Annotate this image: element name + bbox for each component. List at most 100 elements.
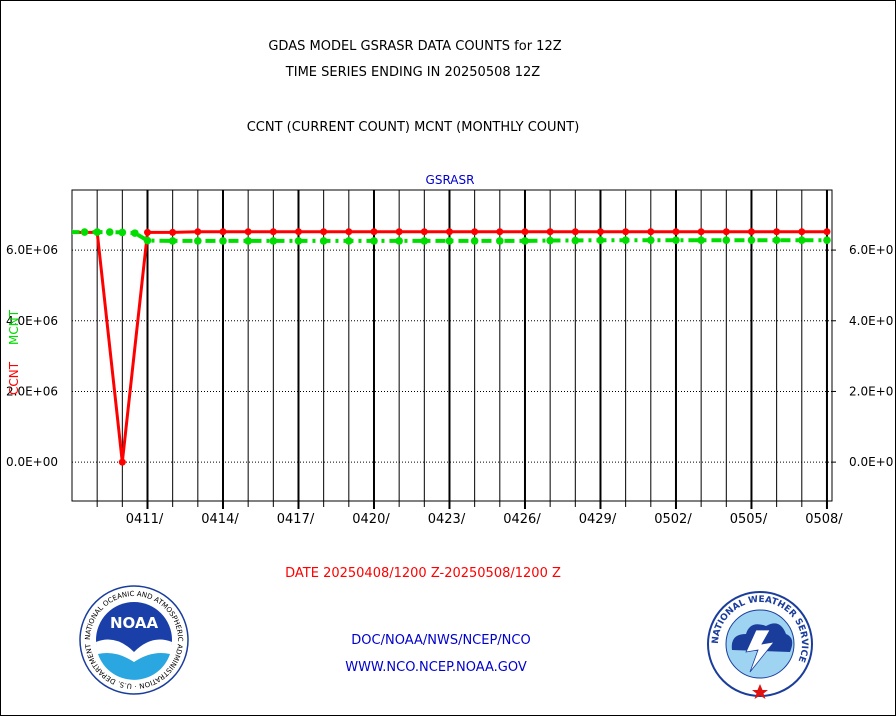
mcnt-point bbox=[370, 237, 378, 245]
ccnt-point bbox=[219, 228, 227, 236]
ccnt-point bbox=[722, 228, 730, 236]
ccnt-point bbox=[420, 228, 428, 236]
mcnt-point bbox=[546, 236, 554, 245]
x-tick-label: 0414/ bbox=[201, 512, 239, 527]
mcnt-point bbox=[445, 237, 454, 245]
mcnt-point bbox=[244, 237, 252, 245]
date-range-label: DATE 20250408/1200 Z-20250508/1200 Z bbox=[285, 566, 561, 581]
ccnt-point bbox=[370, 228, 378, 236]
y-tick-label-left: 0.0E+00 bbox=[6, 455, 58, 469]
noaa-logo-sea bbox=[98, 653, 170, 680]
ccnt-point bbox=[672, 228, 680, 236]
mcnt-point bbox=[143, 236, 152, 245]
mcnt-point bbox=[596, 236, 605, 244]
y-axis-label-mcnt: MCNT bbox=[7, 309, 21, 345]
noaa-logo: NATIONAL OCEANIC AND ATMOSPHERIC ADMINIS… bbox=[79, 585, 189, 695]
chart-subtitle: CCNT (CURRENT COUNT) MCNT (MONTHLY COUNT… bbox=[246, 120, 580, 135]
x-tick-label: 0502/ bbox=[654, 512, 692, 527]
mcnt-point bbox=[621, 236, 630, 244]
x-tick-label: 0423/ bbox=[428, 512, 466, 527]
mcnt-point bbox=[823, 236, 831, 244]
y-axis-label-group: CCNT MCNT bbox=[7, 309, 21, 395]
ccnt-point bbox=[395, 228, 403, 236]
mcnt-point bbox=[194, 237, 202, 245]
mcnt-point bbox=[470, 237, 479, 245]
x-tick-label: 0411/ bbox=[126, 512, 164, 527]
ccnt-point bbox=[143, 228, 151, 236]
ccnt-point bbox=[546, 228, 554, 236]
ccnt-point bbox=[571, 228, 579, 236]
x-tick-label: 0508/ bbox=[805, 512, 843, 527]
title-line1: GDAS MODEL GSRASR DATA COUNTS for 12Z bbox=[268, 39, 562, 54]
y-tick-label-right: 0.0E+0 bbox=[849, 455, 893, 469]
ccnt-point bbox=[622, 228, 630, 236]
ccnt-point bbox=[647, 228, 655, 236]
mcnt-point bbox=[345, 237, 353, 245]
y-tick-label-right: 2.0E+0 bbox=[849, 384, 893, 398]
ccnt-point bbox=[345, 228, 353, 236]
ccnt-point bbox=[445, 228, 453, 236]
ccnt-point bbox=[471, 228, 479, 236]
y-tick-label-left: 4.0E+06 bbox=[6, 314, 58, 328]
org-url-label: WWW.NCO.NCEP.NOAA.GOV bbox=[345, 660, 527, 675]
mcnt-point bbox=[798, 236, 806, 244]
ccnt-point bbox=[823, 228, 831, 236]
mcnt-point bbox=[294, 237, 303, 245]
x-tick-label: 0505/ bbox=[730, 512, 768, 527]
ccnt-point bbox=[294, 228, 302, 236]
nws-logo-star bbox=[752, 684, 768, 699]
ccnt-point bbox=[169, 228, 177, 236]
mcnt-point bbox=[697, 236, 705, 244]
ccnt-point bbox=[320, 228, 328, 236]
org-path-label: DOC/NOAA/NWS/NCEP/NCO bbox=[351, 633, 531, 648]
ccnt-point bbox=[244, 228, 252, 236]
y-tick-label-right: 6.0E+0 bbox=[849, 243, 893, 257]
mcnt-point bbox=[319, 237, 328, 245]
mcnt-point bbox=[118, 228, 127, 237]
noaa-logo-wordmark: NOAA bbox=[110, 614, 159, 632]
title-line2: TIME SERIES ENDING IN 20250508 12Z bbox=[285, 65, 541, 80]
y-tick-label-left: 6.0E+06 bbox=[6, 243, 58, 257]
mcnt-point bbox=[496, 237, 504, 245]
mcnt-point bbox=[647, 236, 655, 244]
ccnt-point bbox=[747, 228, 755, 236]
mcnt-point bbox=[672, 236, 680, 244]
plot-area-border bbox=[71, 189, 833, 502]
mcnt-point bbox=[93, 228, 101, 236]
mcnt-point bbox=[72, 229, 74, 235]
mcnt-point bbox=[168, 237, 177, 245]
nws-logo-lightning bbox=[745, 629, 775, 673]
ccnt-point bbox=[521, 228, 529, 236]
mcnt-point bbox=[722, 236, 731, 244]
x-tick-label: 0429/ bbox=[579, 512, 617, 527]
ccnt-point bbox=[118, 458, 126, 466]
ccnt-point bbox=[194, 228, 202, 236]
mcnt-point bbox=[80, 228, 89, 236]
mcnt-point bbox=[521, 237, 529, 245]
y-axis-label-ccnt: CCNT bbox=[7, 361, 21, 395]
plot-series-group bbox=[72, 228, 831, 466]
ccnt-series-line bbox=[72, 230, 827, 464]
ccnt-point bbox=[269, 228, 277, 236]
ccnt-point bbox=[798, 228, 806, 236]
mcnt-point bbox=[219, 237, 227, 245]
x-tick-label: 0420/ bbox=[352, 512, 390, 527]
mcnt-point bbox=[747, 236, 756, 244]
mcnt-point bbox=[420, 237, 429, 245]
ccnt-point bbox=[496, 228, 504, 236]
mcnt-point bbox=[269, 237, 278, 245]
mcnt-point bbox=[772, 236, 781, 244]
ccnt-point bbox=[697, 228, 705, 236]
mcnt-point bbox=[131, 229, 139, 237]
mcnt-series-line bbox=[72, 230, 827, 243]
ccnt-point bbox=[596, 228, 604, 236]
ccnt-point bbox=[773, 228, 781, 236]
mcnt-point bbox=[395, 237, 403, 245]
x-tick-label: 0426/ bbox=[503, 512, 541, 527]
x-tick-label: 0417/ bbox=[277, 512, 315, 527]
y-tick-label-right: 4.0E+0 bbox=[849, 314, 893, 328]
nws-logo: NATIONAL WEATHER SERVICE bbox=[707, 591, 813, 699]
mcnt-point bbox=[105, 228, 114, 236]
panel-title: GSRASR bbox=[426, 173, 475, 187]
